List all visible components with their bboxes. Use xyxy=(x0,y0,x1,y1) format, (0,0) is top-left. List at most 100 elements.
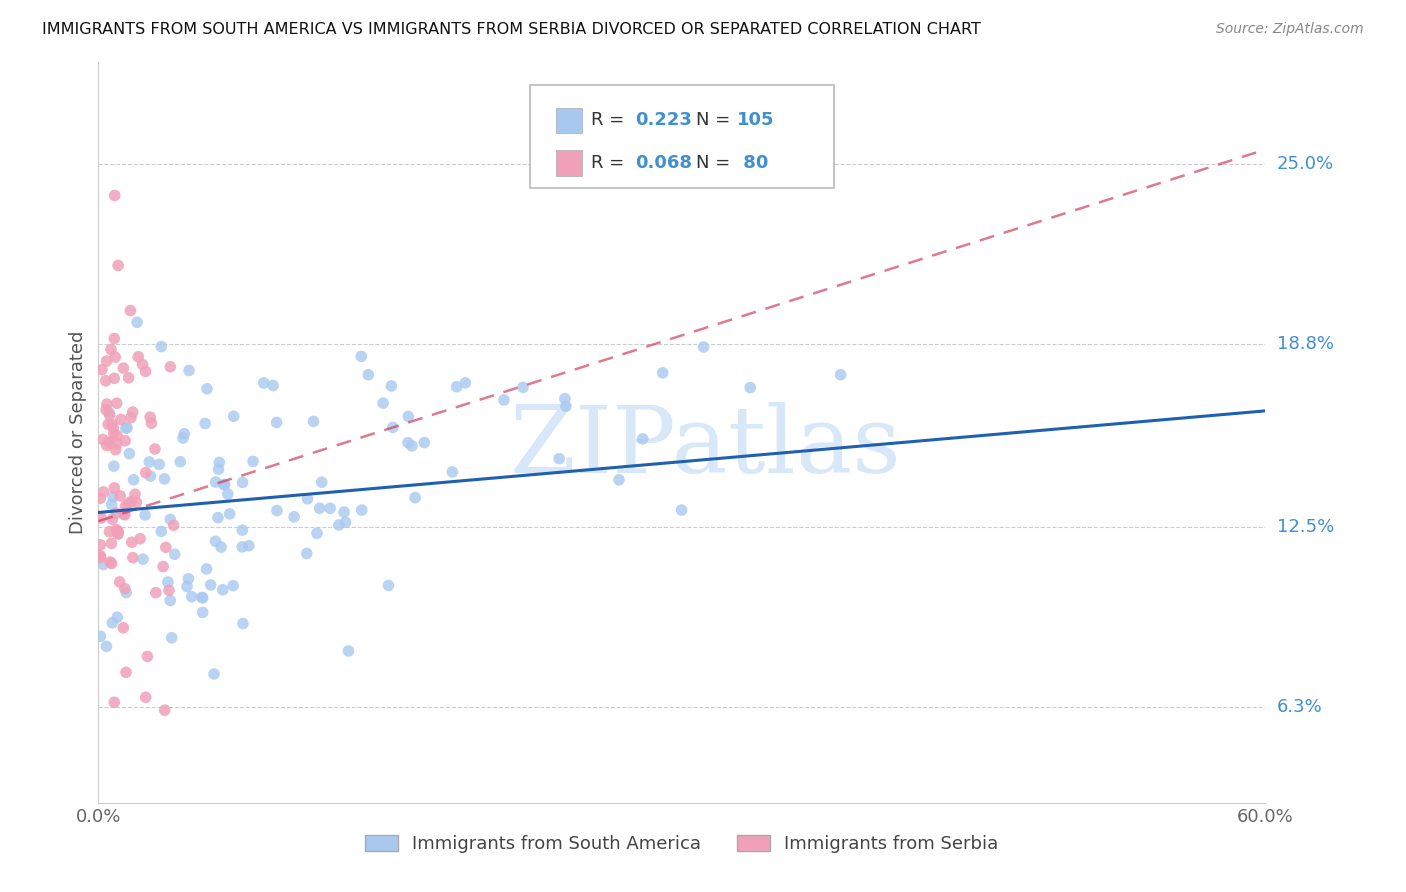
Point xyxy=(308,501,330,516)
Point xyxy=(91,362,114,376)
Point xyxy=(115,585,138,599)
Point xyxy=(191,591,214,605)
Point xyxy=(295,546,318,560)
Point xyxy=(150,340,173,354)
Point xyxy=(93,485,115,500)
Point xyxy=(105,428,128,442)
Point xyxy=(91,558,114,572)
Point xyxy=(105,506,128,520)
Text: IMMIGRANTS FROM SOUTH AMERICA VS IMMIGRANTS FROM SERBIA DIVORCED OR SEPARATED CO: IMMIGRANTS FROM SOUTH AMERICA VS IMMIGRA… xyxy=(42,22,981,37)
Point xyxy=(404,491,426,505)
Point xyxy=(135,466,157,480)
Point xyxy=(134,508,156,522)
Point xyxy=(101,490,124,504)
Point xyxy=(212,477,235,491)
Point xyxy=(103,695,125,709)
Point xyxy=(208,455,231,469)
Point xyxy=(396,435,419,450)
Point xyxy=(692,340,714,354)
Point xyxy=(191,591,214,605)
Point xyxy=(122,550,145,565)
Point xyxy=(172,431,194,445)
Bar xyxy=(555,108,582,134)
Point xyxy=(100,536,122,550)
Point xyxy=(607,473,630,487)
Text: 0.223: 0.223 xyxy=(636,112,692,129)
Text: N =: N = xyxy=(696,154,735,172)
Point xyxy=(671,503,693,517)
Point xyxy=(100,343,122,357)
Point xyxy=(98,408,121,422)
Point xyxy=(169,455,191,469)
Point xyxy=(191,606,214,620)
Point xyxy=(129,532,152,546)
Point xyxy=(413,435,436,450)
Point xyxy=(177,572,200,586)
Text: R =: R = xyxy=(591,112,630,129)
Bar xyxy=(555,150,582,176)
Point xyxy=(160,631,183,645)
Point xyxy=(94,374,117,388)
Point xyxy=(101,615,124,630)
Text: 6.3%: 6.3% xyxy=(1277,698,1322,716)
Point xyxy=(89,549,111,563)
Point xyxy=(266,416,288,430)
Point xyxy=(127,315,149,329)
Point xyxy=(328,518,350,533)
Point xyxy=(319,501,342,516)
Point xyxy=(152,559,174,574)
Point xyxy=(204,534,226,549)
Point xyxy=(120,495,142,509)
Point xyxy=(371,396,394,410)
Text: 12.5%: 12.5% xyxy=(1277,518,1334,536)
Point xyxy=(222,409,245,424)
Point xyxy=(101,512,124,526)
Point xyxy=(103,481,125,495)
Point xyxy=(107,526,129,541)
Point xyxy=(98,406,121,420)
Point xyxy=(350,503,373,517)
Point xyxy=(446,380,468,394)
Point xyxy=(112,621,135,635)
Point xyxy=(554,392,576,406)
Point xyxy=(104,188,127,202)
Point xyxy=(176,580,198,594)
Point xyxy=(302,414,325,428)
Point xyxy=(141,416,163,430)
Point xyxy=(266,503,288,517)
Text: N =: N = xyxy=(696,112,735,129)
Point xyxy=(89,538,111,552)
Point xyxy=(117,371,139,385)
Point xyxy=(377,578,399,592)
Point xyxy=(139,410,162,425)
Point xyxy=(107,527,129,541)
Point xyxy=(90,511,112,525)
Point xyxy=(121,535,143,549)
Point xyxy=(110,412,132,426)
Point xyxy=(117,497,139,511)
Point xyxy=(211,582,233,597)
Point xyxy=(112,507,135,521)
Point xyxy=(337,644,360,658)
Point xyxy=(441,465,464,479)
Text: 18.8%: 18.8% xyxy=(1277,335,1333,353)
Point xyxy=(204,475,226,489)
Point xyxy=(112,361,135,376)
Point xyxy=(98,524,121,539)
Point xyxy=(153,472,176,486)
Text: 105: 105 xyxy=(737,112,775,129)
Point xyxy=(396,409,419,424)
Point xyxy=(200,578,222,592)
Point xyxy=(177,363,200,377)
Point xyxy=(100,497,122,511)
Point xyxy=(89,629,111,643)
Point xyxy=(159,593,181,607)
Point xyxy=(138,455,160,469)
Point xyxy=(108,574,131,589)
Point xyxy=(381,420,404,434)
Point xyxy=(107,524,129,539)
Point xyxy=(262,378,284,392)
Point xyxy=(242,454,264,468)
Point xyxy=(114,499,136,513)
Text: 80: 80 xyxy=(737,154,768,172)
